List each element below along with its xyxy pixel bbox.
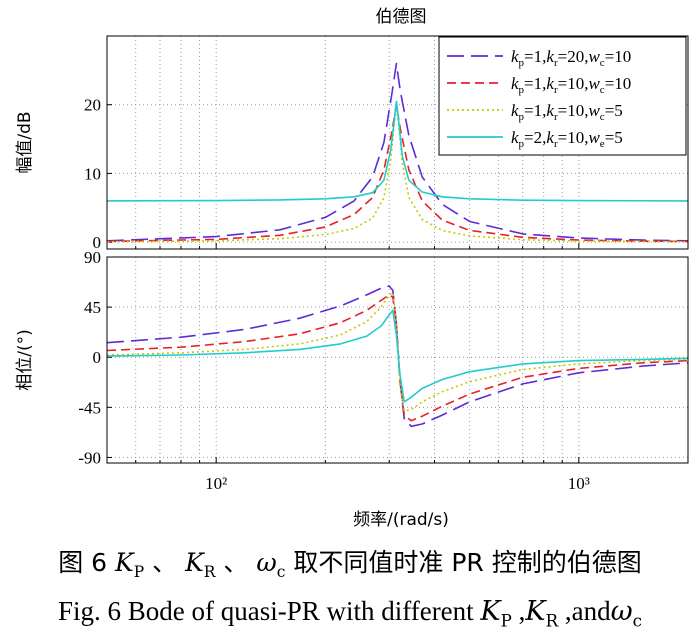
symbol-kp-base: K	[115, 548, 134, 577]
legend-subscript: c	[600, 57, 605, 69]
x-tick-label: 10³	[568, 474, 590, 493]
series-line-kp=2,kr=10,we=5	[106, 100, 689, 202]
legend-symbol: k	[546, 47, 554, 66]
legend-symbol: w	[588, 47, 600, 66]
caption-zh-sep2: 、	[223, 548, 249, 577]
y-tick-label: 90	[84, 248, 101, 267]
legend-subscript: r	[554, 57, 558, 69]
legend-symbol: k	[511, 101, 519, 120]
caption-zh-prefix: 图 6	[58, 548, 108, 577]
symbol-wc-sub: c	[276, 563, 286, 581]
y-tick-label: 20	[84, 96, 101, 115]
symbol-kr-sub: R	[203, 563, 216, 581]
symbol-kr-en-base: K	[525, 596, 546, 627]
series-line-kp=1,kr=10,wc=10	[106, 294, 689, 422]
symbol-kp-sub: P	[133, 563, 145, 581]
legend-symbol: k	[546, 74, 554, 93]
legend-symbol: k	[511, 128, 519, 147]
legend-value: =20,	[558, 47, 589, 66]
legend-symbol: k	[546, 101, 554, 120]
y-axis-label-phase: 相位/(°)	[15, 329, 35, 391]
symbol-kp-en-sub: P	[500, 610, 512, 631]
legend-subscript: r	[554, 111, 558, 123]
caption-en-sep1: ,	[518, 596, 526, 626]
symbol-wc-en-base: ω	[610, 596, 633, 627]
phase-axes-frame	[106, 256, 689, 464]
legend-subscript: c	[600, 111, 605, 123]
legend-value: =5	[605, 101, 623, 120]
symbol-kr: KR	[185, 548, 215, 581]
y-tick-label: 10	[84, 164, 101, 183]
legend-symbol: w	[588, 74, 600, 93]
legend-subscript: c	[600, 84, 605, 96]
legend-subscript: r	[554, 84, 558, 96]
legend-symbol: k	[511, 74, 519, 93]
magnitude-panel: 0 10 20 幅值/dB	[15, 35, 689, 252]
legend-symbol: w	[588, 128, 600, 147]
legend-entry-label: kp=1,kr=20,wc=10	[511, 47, 631, 69]
symbol-kp: KP	[115, 548, 144, 581]
symbol-wc: ωc	[256, 548, 285, 581]
symbol-wc-en: ωc	[610, 596, 643, 631]
legend-value: =1,	[524, 101, 546, 120]
caption-en-prefix: Fig. 6 Bode of quasi-PR with different	[57, 596, 474, 626]
symbol-kp-en-base: K	[480, 596, 501, 627]
series-line-kp=1,kr=20,wc=10	[106, 62, 689, 242]
caption-english: Fig. 6 Bode of quasi-PR with different K…	[0, 596, 700, 630]
legend-value: =1,	[524, 47, 546, 66]
y-tick-label: -90	[78, 448, 101, 467]
magnitude-axes-frame	[106, 35, 689, 250]
legend-symbol: k	[511, 47, 519, 66]
legend-entry-label: kp=2,kr=10,we=5	[511, 128, 623, 150]
symbol-wc-en-sub: c	[632, 610, 643, 631]
x-axis-label: 频率/(rad/s)	[353, 510, 449, 530]
chart-title: 伯德图	[376, 7, 427, 27]
legend-value: =10,	[558, 74, 589, 93]
series-line-kp=1,kr=10,wc=5	[106, 291, 689, 412]
caption-zh-sep1: 、	[152, 548, 178, 577]
legend-subscript: e	[600, 138, 605, 150]
legend-value: =10	[605, 47, 632, 66]
legend: kp=1,kr=20,wc=10kp=1,kr=10,wc=10kp=1,kr=…	[438, 36, 687, 156]
x-tick-label: 10²	[205, 474, 227, 493]
legend-entry-label: kp=1,kr=10,wc=5	[511, 101, 623, 123]
legend-entry-label: kp=1,kr=10,wc=10	[511, 74, 631, 96]
y-tick-label: -45	[78, 398, 101, 417]
legend-value: =10,	[558, 128, 589, 147]
legend-value: =10	[605, 74, 632, 93]
legend-value: =5	[605, 128, 623, 147]
y-tick-label: 0	[93, 233, 102, 252]
legend-symbol: w	[588, 101, 600, 120]
bode-figure: 伯德图 0 10 20 幅值/dB -90 -45 0 45 90 相位/(°) 10² 10³ 频…	[15, 7, 689, 530]
legend-symbol: k	[546, 128, 554, 147]
caption-en-sep2: ,and	[564, 596, 611, 626]
series-line-kp=2,kr=10,we=5	[106, 309, 689, 403]
caption-chinese: 图 6 KP 、 KR 、 ωc 取不同值时准 PR 控制的伯德图	[0, 543, 700, 581]
legend-subscript: p	[519, 84, 525, 96]
symbol-kr-en: KR	[525, 596, 559, 631]
series-line-kp=1,kr=20,wc=10	[106, 285, 689, 428]
legend-value: =10,	[558, 101, 589, 120]
caption-zh-suffix: 取不同值时准 PR 控制的伯德图	[293, 548, 642, 577]
symbol-kr-base: K	[185, 548, 204, 577]
legend-subscript: r	[554, 138, 558, 150]
phase-panel: -90 -45 0 45 90 相位/(°) 10² 10³	[15, 248, 689, 493]
y-axis-label-magnitude: 幅值/dB	[15, 111, 35, 173]
y-tick-label: 45	[84, 298, 101, 317]
symbol-kp-en: KP	[480, 596, 512, 631]
y-tick-label: 0	[93, 348, 102, 367]
legend-value: =2,	[524, 128, 546, 147]
legend-subscript: p	[519, 57, 525, 69]
legend-subscript: p	[519, 111, 525, 123]
legend-value: =1,	[524, 74, 546, 93]
symbol-kr-en-sub: R	[545, 610, 559, 631]
legend-subscript: p	[519, 138, 525, 150]
symbol-wc-base: ω	[256, 548, 277, 577]
